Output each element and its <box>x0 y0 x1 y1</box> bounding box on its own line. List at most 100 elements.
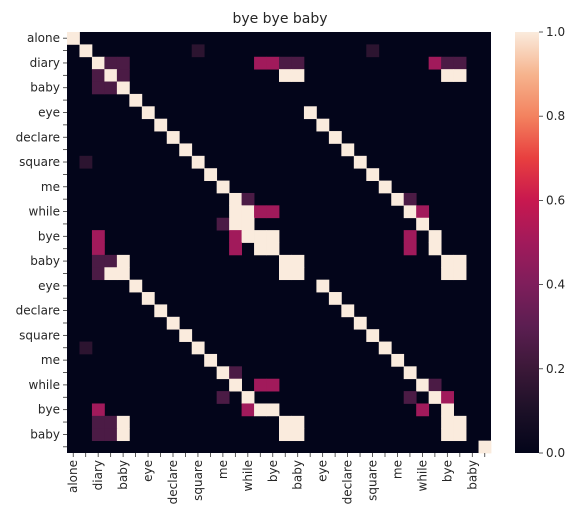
heatmap-cell <box>441 391 454 404</box>
x-tick-label: while <box>241 460 255 491</box>
x-tick-label: eye <box>316 460 330 482</box>
y-tick-label: declare <box>16 304 60 318</box>
heatmap-cell <box>241 230 255 243</box>
heatmap-cell <box>453 69 467 82</box>
heatmap-cell <box>353 316 367 330</box>
heatmap-cell <box>204 168 218 181</box>
heatmap-cell <box>403 366 417 380</box>
x-tick-label: baby <box>465 460 479 490</box>
heatmap-cell <box>229 366 242 380</box>
heatmap-cell <box>129 93 143 107</box>
heatmap-cell <box>441 428 454 442</box>
heatmap-cell <box>104 81 118 95</box>
heatmap-cell <box>266 403 280 417</box>
heatmap-cell <box>366 44 380 58</box>
y-tick-label: bye <box>38 403 60 417</box>
colorbar-tick-label: 0.6 <box>546 193 565 207</box>
heatmap-cell <box>279 415 292 429</box>
heatmap-cell <box>179 329 193 342</box>
heatmap-cell <box>191 155 205 169</box>
heatmap-cell <box>303 106 317 120</box>
heatmap-cell <box>328 131 342 144</box>
heatmap-cell <box>104 415 118 429</box>
heatmap-cell <box>229 192 242 206</box>
heatmap-cell <box>254 242 267 256</box>
heatmap-cell <box>291 69 305 82</box>
heatmap-cell <box>378 341 392 355</box>
x-tick-label: declare <box>166 460 180 504</box>
heatmap-cell <box>241 205 255 219</box>
heatmap-cell <box>403 391 417 404</box>
colorbar-tick-label: 0.0 <box>546 446 565 460</box>
heatmap-cell <box>279 69 292 82</box>
heatmap-cell <box>279 267 292 281</box>
x-tick-label: baby <box>116 460 130 490</box>
heatmap-cell <box>216 180 230 194</box>
y-tick-label: alone <box>27 31 60 45</box>
y-tick-label: me <box>41 180 60 194</box>
x-axis-ticks: alone diary baby eye declare square me while bye… <box>66 453 486 504</box>
heatmap-cell <box>428 56 442 70</box>
heatmap-cell <box>428 378 442 392</box>
x-tick-label: declare <box>341 460 355 504</box>
colorbar-tick-label: 1.0 <box>546 25 565 39</box>
chart-title: bye bye baby <box>232 11 327 27</box>
heatmap-cell <box>266 242 280 256</box>
heatmap-cells <box>67 32 492 454</box>
heatmap-cell <box>254 378 267 392</box>
colorbar-tick-label: 0.2 <box>546 362 565 376</box>
x-tick-label: eye <box>141 460 155 482</box>
heatmap-cell <box>91 242 105 256</box>
x-tick-label: alone <box>66 460 80 493</box>
y-tick-label: diary <box>30 56 60 70</box>
y-tick-label: declare <box>16 130 60 144</box>
heatmap-cell <box>229 242 242 256</box>
heatmap-cell <box>366 329 380 342</box>
heatmap-cell <box>166 316 180 330</box>
heatmap-cell <box>104 254 118 268</box>
y-tick-label: me <box>41 353 60 367</box>
colorbar <box>515 32 539 453</box>
heatmap-cell <box>366 168 380 181</box>
heatmap-cell <box>254 56 267 70</box>
heatmap-cell <box>104 428 118 442</box>
heatmap-cell <box>91 415 105 429</box>
heatmap-cell <box>266 378 280 392</box>
heatmap-cell <box>441 254 454 268</box>
heatmap-cell <box>116 81 130 95</box>
x-tick-label: me <box>390 460 404 479</box>
heatmap-cell <box>428 391 442 404</box>
heatmap-cell <box>328 292 342 305</box>
heatmap-cell <box>403 205 417 219</box>
heatmap-cell <box>316 118 330 132</box>
heatmap-cell <box>441 267 454 281</box>
heatmap-cell <box>104 56 118 70</box>
heatmap-cell <box>441 56 454 70</box>
heatmap-cell <box>104 69 118 82</box>
y-tick-label: eye <box>38 279 60 293</box>
heatmap-cell <box>291 267 305 281</box>
heatmap-cell <box>416 403 430 417</box>
heatmap-cell <box>453 428 467 442</box>
heatmap-cell <box>341 304 355 318</box>
heatmap-cell <box>241 192 255 206</box>
x-tick-label: square <box>366 460 380 501</box>
heatmap-cell <box>279 56 292 70</box>
heatmap-cell <box>441 415 454 429</box>
x-tick-label: baby <box>291 460 305 490</box>
heatmap-cell <box>353 155 367 169</box>
y-tick-label: square <box>19 155 60 169</box>
heatmap-cell <box>216 366 230 380</box>
heatmap-cell <box>241 403 255 417</box>
heatmap-cell <box>378 180 392 194</box>
heatmap-cell <box>416 205 430 219</box>
heatmap-cell <box>91 56 105 70</box>
heatmap-cell <box>191 44 205 58</box>
heatmap-cell <box>291 56 305 70</box>
heatmap-cell <box>116 254 130 268</box>
colorbar-ticks: 0.0 0.2 0.4 0.6 0.8 1.0 <box>539 25 565 460</box>
heatmap-cell <box>241 391 255 404</box>
heatmap-cell <box>241 217 255 231</box>
heatmap-cell <box>478 440 492 454</box>
